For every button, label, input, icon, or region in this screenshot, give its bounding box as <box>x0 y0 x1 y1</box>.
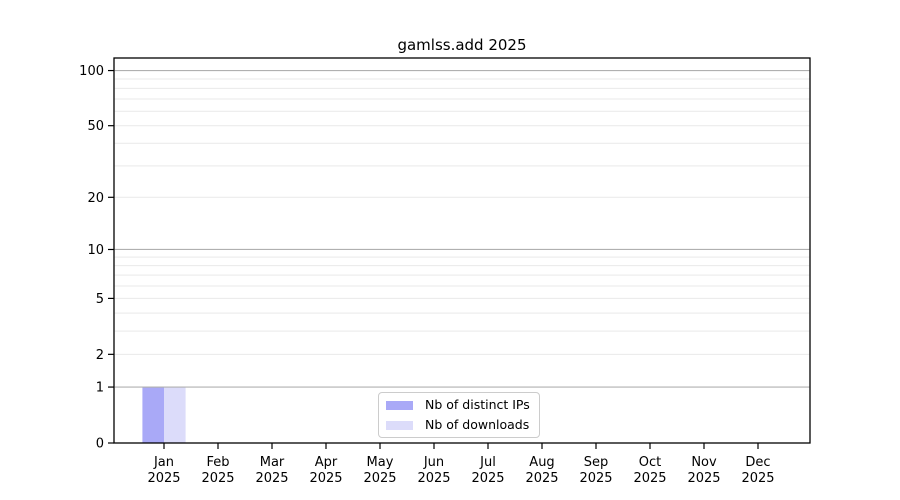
legend-swatch-distinct-ips-icon <box>386 400 413 410</box>
legend-label-distinct-ips: Nb of distinct IPs <box>425 397 530 412</box>
y-tick-label: 2 <box>96 348 104 363</box>
y-tick-label: 5 <box>96 292 104 307</box>
plot-frame <box>113 57 811 444</box>
x-tick-label-month: Sep <box>584 455 609 470</box>
x-tick-label-month: Dec <box>745 455 770 470</box>
x-tick-label-month: Nov <box>691 455 717 470</box>
bar-jan-series0 <box>142 387 164 443</box>
y-tick-label: 20 <box>87 191 104 206</box>
legend-item-distinct-ips: Nb of distinct IPs <box>379 395 530 415</box>
x-tick-label-month: Aug <box>529 455 554 470</box>
legend-swatch-downloads-icon <box>386 420 413 430</box>
bars-layer <box>142 387 186 443</box>
chart-title: gamlss.add 2025 <box>397 36 526 54</box>
legend-item-downloads: Nb of downloads <box>379 415 530 435</box>
x-tick-label-year: 2025 <box>147 471 180 486</box>
x-tick-label-year: 2025 <box>633 471 666 486</box>
x-tick-label-year: 2025 <box>471 471 504 486</box>
x-tick-label-year: 2025 <box>201 471 234 486</box>
axes-layer: 0125102050100Jan2025Feb2025Mar2025Apr202… <box>79 57 811 486</box>
x-tick-label-month: Jan <box>153 455 174 470</box>
x-tick-label-year: 2025 <box>525 471 558 486</box>
x-tick-label-month: May <box>367 455 394 470</box>
bar-jan-series1 <box>164 387 186 443</box>
x-tick-label-year: 2025 <box>255 471 288 486</box>
x-tick-label-year: 2025 <box>741 471 774 486</box>
x-tick-label-year: 2025 <box>417 471 450 486</box>
x-tick-label-month: Apr <box>315 455 338 470</box>
legend-label-downloads: Nb of downloads <box>425 417 530 432</box>
y-tick-label: 100 <box>79 64 104 79</box>
x-tick-label-month: Feb <box>206 455 229 470</box>
y-tick-label: 50 <box>87 119 104 134</box>
grid-layer <box>114 70 810 388</box>
x-tick-label-year: 2025 <box>687 471 720 486</box>
x-tick-label-month: Oct <box>639 455 661 470</box>
legend: Nb of distinct IPs Nb of downloads <box>378 392 540 438</box>
y-tick-label: 1 <box>96 381 104 396</box>
x-tick-label-year: 2025 <box>309 471 342 486</box>
y-tick-label: 10 <box>87 243 104 258</box>
x-tick-label-year: 2025 <box>363 471 396 486</box>
x-tick-label-month: Jul <box>479 455 496 470</box>
x-tick-label-year: 2025 <box>579 471 612 486</box>
x-tick-label-month: Mar <box>260 455 285 470</box>
x-tick-label-month: Jun <box>423 455 444 470</box>
y-tick-label: 0 <box>96 437 104 452</box>
